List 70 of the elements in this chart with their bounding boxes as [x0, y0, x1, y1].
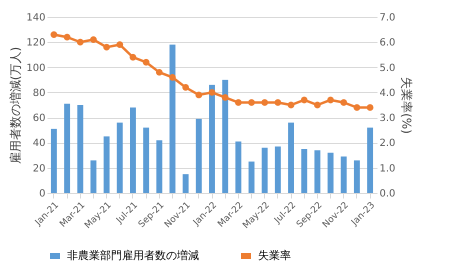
bar — [209, 84, 215, 193]
y2-tick-label: 1.0 — [380, 163, 396, 174]
point — [354, 104, 360, 111]
bar — [340, 156, 347, 193]
point — [208, 89, 216, 96]
bar — [90, 160, 96, 193]
bar — [77, 105, 84, 193]
point — [130, 54, 136, 61]
point — [222, 94, 229, 101]
point — [90, 36, 97, 43]
y-axis-title: 雇用者数の増減(万人) — [8, 46, 22, 164]
bar — [64, 104, 70, 193]
bar — [130, 108, 136, 193]
y-tick-label: 100 — [26, 62, 46, 74]
bar — [104, 136, 110, 193]
point — [156, 68, 163, 76]
bar — [170, 44, 176, 193]
point — [116, 41, 124, 48]
legend-label: 非農業部門雇用者数の増減 — [67, 249, 199, 262]
point — [234, 99, 242, 106]
bar — [262, 148, 268, 193]
bar — [314, 150, 320, 193]
point — [195, 92, 202, 98]
bar — [116, 122, 123, 193]
bar — [274, 146, 281, 193]
bar — [143, 128, 150, 193]
point — [169, 74, 176, 81]
y-tick-label: 80 — [32, 88, 46, 99]
bar — [196, 118, 202, 193]
y2-tick-label: 0.0 — [380, 188, 396, 200]
bar — [235, 141, 242, 193]
bar — [367, 128, 374, 193]
y2-tick-label: 6.0 — [380, 38, 396, 49]
point — [76, 38, 84, 46]
point — [327, 96, 334, 104]
bar — [328, 152, 334, 193]
bar — [156, 140, 162, 193]
bar — [182, 174, 189, 193]
point — [248, 99, 255, 106]
legend-label: 失業率 — [258, 249, 291, 262]
point — [103, 44, 110, 51]
point — [142, 58, 150, 66]
point — [340, 99, 348, 106]
y2-tick-label: 2.0 — [380, 138, 396, 150]
bar — [222, 80, 228, 193]
point — [261, 99, 268, 106]
y-tick-label: 60 — [32, 113, 46, 124]
y-tick-label: 40 — [32, 138, 46, 150]
point — [50, 31, 58, 38]
point — [274, 99, 282, 106]
y-tick-label: 20 — [32, 163, 46, 174]
point — [366, 104, 374, 111]
point — [182, 84, 190, 91]
point — [288, 102, 294, 108]
bar — [248, 162, 254, 193]
point — [64, 34, 70, 40]
point — [300, 96, 308, 104]
y2-tick-label: 5.0 — [380, 62, 396, 74]
y2-tick-label: 4.0 — [380, 88, 396, 99]
y-tick-label: 140 — [26, 12, 46, 24]
bar — [50, 128, 57, 193]
y2-axis-title: 失業率(%) — [399, 77, 414, 134]
y2-tick-label: 3.0 — [380, 113, 396, 124]
point — [314, 102, 321, 108]
bar — [354, 160, 360, 193]
bar — [301, 149, 308, 193]
y-tick-label: 0 — [39, 188, 46, 200]
bar — [288, 122, 294, 193]
y2-tick-label: 7.0 — [380, 12, 396, 24]
y-tick-label: 120 — [26, 38, 46, 49]
